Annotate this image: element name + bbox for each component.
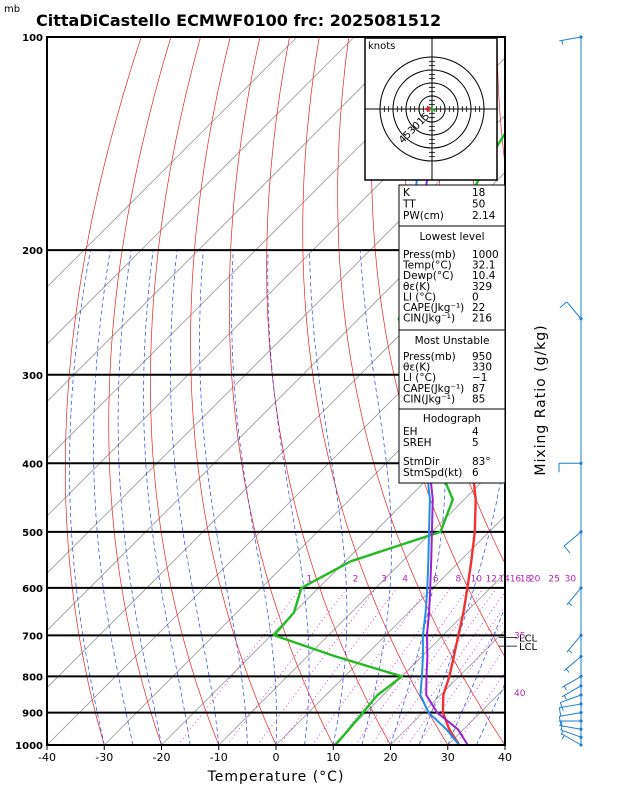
wind-barb-half xyxy=(562,735,564,739)
mixing-ratio-line xyxy=(418,588,528,745)
wind-barb-flag xyxy=(560,302,567,308)
mixing-ratio-label: 30 xyxy=(565,575,577,585)
mixing-ratio-label: 10 xyxy=(471,575,483,585)
lowest-level-title: Lowest level xyxy=(419,231,484,243)
wind-barb-shaft xyxy=(564,657,581,671)
mixing-ratio-label: 12 xyxy=(486,575,497,585)
hodograph-units: knots xyxy=(368,41,395,52)
wind-barb-shaft xyxy=(567,588,581,605)
mixing-ratio-label: 6 xyxy=(433,575,439,585)
x-tick-label: 20 xyxy=(384,751,398,764)
mixing-ratio-label: 1 xyxy=(306,575,312,585)
wind-barb-shaft xyxy=(567,302,581,319)
wind-barb-half xyxy=(562,40,563,44)
wind-barb-half xyxy=(569,650,572,653)
isotherm xyxy=(0,37,412,745)
wind-barb-flag xyxy=(564,546,570,553)
wind-barb-shaft xyxy=(559,704,581,708)
wind-barb-half xyxy=(569,603,572,606)
hodo-3-label: StmSpd(kt) xyxy=(403,467,462,479)
x-tick-label: -10 xyxy=(210,751,228,764)
pressure-tick-label: 600 xyxy=(22,584,43,595)
wind-barb-flag xyxy=(559,708,561,717)
mixing-ratio-line xyxy=(227,588,348,745)
mu-4-label: CIN(Jkg⁻¹) xyxy=(403,393,455,405)
dry-adiabat xyxy=(586,37,618,745)
wind-barb-shaft xyxy=(559,725,581,729)
dry-adiabat xyxy=(109,37,171,745)
dry-adiabat xyxy=(556,37,618,745)
mu-4-value: 85 xyxy=(472,393,485,405)
x-tick-label: 0 xyxy=(273,751,280,764)
mixing-ratio-line xyxy=(438,588,546,745)
isotherm xyxy=(0,37,354,745)
mixing-ratio-line xyxy=(456,588,563,745)
mixing-ratio-label: 8 xyxy=(455,575,461,585)
hodo-1-label: SREH xyxy=(403,437,432,449)
isotherm xyxy=(0,37,297,745)
hodograph-title: Hodograph xyxy=(423,413,481,425)
x-tick-label: 40 xyxy=(498,751,512,764)
mixing-ratio-label: 25 xyxy=(548,575,559,585)
mixing-ratio-label: 20 xyxy=(529,575,541,585)
lowest-6-value: 216 xyxy=(472,313,492,325)
mixing-ratio-label: 2 xyxy=(353,575,359,585)
wind-barb-half xyxy=(564,686,566,690)
chart-title: CittaDiCastello ECMWF0100 frc: 202508151… xyxy=(36,11,441,30)
pressure-tick-label: 700 xyxy=(22,631,43,642)
lcl-label: LCL xyxy=(519,642,538,653)
theta-e-label: 40 xyxy=(514,689,526,699)
wind-barb-shaft xyxy=(564,532,581,546)
x-tick-label: 10 xyxy=(326,751,340,764)
index-tt-value: 50 xyxy=(472,199,485,211)
pressure-tick-label: 800 xyxy=(22,672,43,683)
hodo-3-value: 6 xyxy=(472,467,479,479)
pressure-tick-label: 300 xyxy=(22,371,43,382)
y-axis-label-right: Mixing Ratio (g/kg) xyxy=(533,324,549,475)
pressure-tick-label: 200 xyxy=(22,246,43,257)
pressure-tick-label: 100 xyxy=(22,33,43,44)
wind-barb-shaft xyxy=(559,37,581,41)
dry-adiabat xyxy=(65,37,141,745)
dry-adiabat xyxy=(150,37,218,745)
mixing-ratio-label: 3 xyxy=(381,575,387,585)
wind-barb-shaft xyxy=(559,713,581,717)
wind-barb-shaft xyxy=(567,635,581,652)
x-tick-label: -40 xyxy=(38,751,56,764)
x-tick-label: 30 xyxy=(441,751,455,764)
pressure-unit-label: mb xyxy=(4,4,20,15)
index-tt-label: TT xyxy=(402,199,416,211)
mixing-ratio-line xyxy=(257,588,376,745)
index-k-value: 18 xyxy=(472,187,485,199)
moist-adiabat xyxy=(171,250,219,745)
pressure-tick-label: 400 xyxy=(22,459,43,470)
x-tick-label: -20 xyxy=(153,751,171,764)
wind-barb-half xyxy=(566,669,569,672)
hodo-1-value: 5 xyxy=(472,437,479,449)
x-tick-label: -30 xyxy=(95,751,113,764)
index-pw-label: PW(cm) xyxy=(403,210,444,222)
index-k-label: K xyxy=(403,187,411,199)
x-axis-label: Temperature (°C) xyxy=(207,769,345,785)
wind-barb-half xyxy=(564,696,566,700)
most-unstable-title: Most Unstable xyxy=(415,335,490,347)
moist-adiabat xyxy=(310,250,347,745)
moist-adiabat xyxy=(268,250,309,745)
moist-adiabat xyxy=(200,250,248,745)
moist-adiabat xyxy=(144,250,191,745)
dry-adiabat xyxy=(191,37,276,745)
wind-barb-half xyxy=(561,726,562,730)
wind-barb-shaft xyxy=(562,676,581,687)
mixing-ratio-label: 4 xyxy=(402,575,408,585)
pressure-tick-label: 900 xyxy=(22,709,43,720)
moist-adiabat xyxy=(505,250,618,745)
pressure-tick-label: 500 xyxy=(22,528,43,539)
lowest-6-label: CIN(Jkg⁻¹) xyxy=(403,313,455,325)
index-pw-value: 2.14 xyxy=(472,210,496,222)
